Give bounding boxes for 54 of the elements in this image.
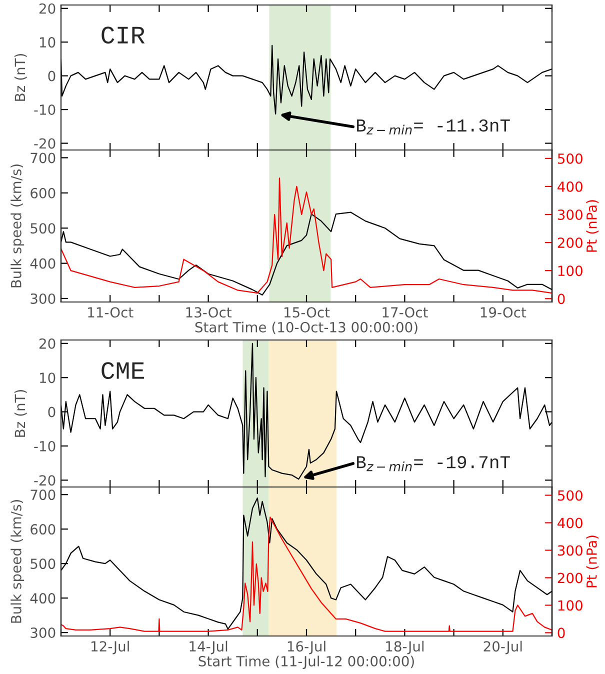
y2-tick-label: 0 <box>558 628 565 638</box>
y2-tick-label: 300 <box>558 209 582 220</box>
annotation: CME <box>102 362 144 380</box>
y-tick-label: -20 <box>34 138 56 149</box>
y-tick-label: -10 <box>34 104 56 116</box>
y2-tick-label: 500 <box>558 153 582 164</box>
y-tick-label: 10 <box>40 372 56 384</box>
y-axis-title: Bz (nT) <box>14 390 27 437</box>
y2-tick-label: 400 <box>558 181 582 192</box>
y-tick-label: 20 <box>39 338 56 349</box>
y2-tick-label: 100 <box>558 266 582 276</box>
annotation: B$_{z−min}$= -19.7nT <box>357 456 510 472</box>
y-axis-title: Bulk speed (km/s) <box>10 164 24 288</box>
x-tick-label: 14-Jul <box>190 640 228 654</box>
y-tick-label: 700 <box>30 152 56 164</box>
y2-tick-label: 200 <box>558 238 582 248</box>
x-tick-label: 19-Oct <box>480 307 526 318</box>
y2-axis-title: Pt (nPa) <box>586 200 599 252</box>
y2-tick-label: 300 <box>558 545 582 556</box>
y2-tick-label: 100 <box>558 600 582 611</box>
x-tick-label: 13-Oct <box>186 307 232 318</box>
annotation: B$_{z−min}$= -11.3nT <box>357 119 510 134</box>
y-tick-label: 400 <box>30 258 56 269</box>
y-tick-label: 10 <box>40 37 56 48</box>
x-axis-title: Start Time (10-Oct-13 00:00:00) <box>195 322 418 334</box>
annotation: CIR <box>102 26 145 44</box>
y2-tick-label: 400 <box>558 518 582 528</box>
y-tick-label: 0 <box>48 70 56 82</box>
x-tick-label: 20-Jul <box>484 640 522 654</box>
x-tick-label: 15-Oct <box>284 307 330 318</box>
y-tick-label: 500 <box>30 223 56 234</box>
x-tick-label: 11-Oct <box>88 307 134 318</box>
y2-tick-label: 200 <box>558 572 582 584</box>
y-tick-label: 600 <box>30 188 56 198</box>
x-tick-label: 18-Jul <box>386 640 424 654</box>
x-tick-label: 16-Jul <box>288 640 326 654</box>
x-tick-label: 17-Oct <box>382 307 428 318</box>
y-tick-label: 300 <box>30 293 56 304</box>
y2-tick-label: 500 <box>558 490 582 501</box>
y2-axis-title: Pt (nPa) <box>586 536 599 588</box>
y-tick-label: 300 <box>30 628 56 638</box>
y-tick-label: -20 <box>34 475 56 486</box>
y2-tick-label: 0 <box>558 294 565 304</box>
y-tick-label: 500 <box>30 558 56 570</box>
x-tick-label: 12-Jul <box>92 640 129 654</box>
y-tick-label: 700 <box>30 490 56 500</box>
y-tick-label: -10 <box>34 440 56 452</box>
y-tick-label: 400 <box>30 593 56 604</box>
y-tick-label: 600 <box>30 524 56 535</box>
y-tick-label: 0 <box>48 406 56 418</box>
x-axis-title: Start Time (11-Jul-12 00:00:00) <box>198 656 414 670</box>
y-axis-title: Bz (nT) <box>14 54 27 101</box>
y-tick-label: 20 <box>39 3 56 14</box>
y-axis-title: Bulk speed (km/s) <box>10 500 24 623</box>
